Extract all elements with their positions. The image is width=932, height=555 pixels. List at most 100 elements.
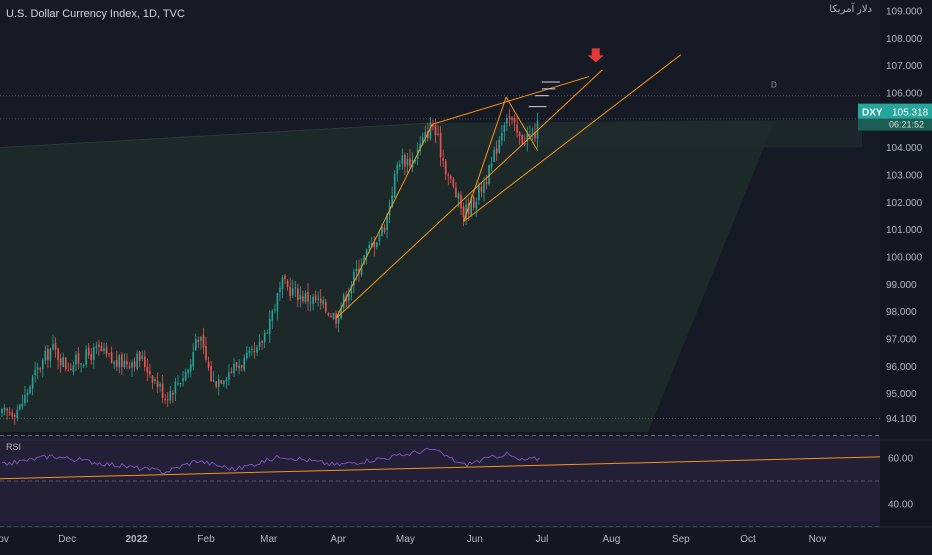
candle-body [350, 285, 353, 294]
candle-body [121, 354, 123, 367]
candle-body [177, 383, 179, 385]
down-arrow-icon [587, 48, 604, 63]
candle-body [34, 370, 36, 375]
candle-body [429, 122, 432, 139]
price-tick-label: 106.000 [886, 88, 923, 99]
candle-body [174, 381, 177, 394]
time-tick-label: 2022 [125, 534, 148, 545]
candle-body [506, 117, 508, 124]
candle-body [480, 187, 483, 192]
time-tick-label: Oct [740, 534, 756, 545]
candle-body [98, 344, 100, 347]
candle-body [235, 362, 238, 367]
candle-body [455, 187, 457, 198]
support-trendline [335, 69, 603, 319]
candle-body [57, 348, 59, 361]
candle-body [450, 176, 452, 179]
wave-line-1 [335, 124, 433, 319]
candle-body [289, 286, 291, 297]
candle-body [529, 134, 531, 136]
candle-body [427, 130, 429, 139]
candle-body [330, 315, 332, 318]
candle-body [401, 155, 404, 164]
candle-body [72, 365, 75, 373]
candle-body [314, 295, 317, 301]
candle-body [24, 394, 26, 404]
candle-body [31, 376, 34, 389]
candle-body [138, 351, 141, 361]
candle-body [399, 164, 401, 167]
candle-body [488, 165, 490, 184]
candle-body [238, 365, 240, 369]
candle-body [26, 392, 29, 395]
candle-body [312, 296, 314, 304]
rsi-line [2, 447, 540, 474]
candle-body [131, 362, 133, 368]
candle-body [266, 332, 268, 334]
candle-body [13, 415, 16, 417]
candle-body [383, 227, 386, 232]
candle-body [141, 355, 144, 359]
candle-body [393, 173, 396, 198]
candle-body [64, 357, 67, 369]
candle-body [325, 301, 327, 312]
rsi-tick-label: 60.00 [888, 454, 913, 465]
zone-edge-line [0, 122, 433, 149]
candle-body [365, 249, 368, 258]
candle-body [228, 372, 230, 380]
candle-body [192, 352, 195, 367]
candle-body [419, 143, 421, 152]
candle-body [95, 346, 98, 348]
candle-body [215, 381, 217, 387]
price-tick-label: 107.000 [886, 61, 923, 72]
candle-body [523, 143, 526, 145]
candle-body [409, 158, 411, 167]
candle-body [11, 412, 13, 417]
candle-body [1, 408, 3, 414]
candle-body [179, 382, 182, 385]
last-price-label: 105.318 [892, 108, 929, 119]
candle-body [253, 351, 256, 353]
candle-body [200, 337, 202, 341]
candle-body [126, 361, 128, 365]
candle-body [437, 133, 439, 135]
candle-body [21, 403, 24, 407]
candle-body [100, 345, 103, 352]
candle-body [54, 343, 57, 350]
candle-body [85, 349, 87, 365]
candle-body [36, 367, 39, 370]
candle-body [223, 380, 225, 385]
time-tick-label: Mar [260, 534, 278, 545]
candle-body [386, 214, 388, 230]
rsi-tick-label: 40.00 [888, 499, 913, 510]
candle-body [230, 371, 233, 373]
candle-body [534, 132, 536, 139]
price-tick-label: 109.000 [886, 6, 923, 17]
candle-body [212, 380, 215, 382]
candle-body [294, 287, 297, 289]
candle-body [475, 202, 478, 209]
candle-body [457, 193, 460, 199]
candle-body [164, 398, 166, 400]
candle-body [508, 116, 511, 119]
candle-body [432, 123, 434, 127]
candle-body [470, 198, 472, 216]
candle-body [246, 352, 248, 359]
candle-body [70, 368, 72, 371]
candle-body [302, 296, 304, 302]
candle-body [39, 368, 42, 370]
candle-body [240, 365, 243, 368]
candle-body [93, 347, 95, 360]
candle-body [531, 132, 534, 134]
candle-body [513, 118, 516, 123]
candle-body [404, 154, 406, 167]
candle-body [133, 361, 136, 367]
candle-body [210, 366, 212, 382]
candle-body [490, 163, 493, 167]
candle-body [261, 340, 263, 343]
candle-body [268, 319, 271, 335]
candle-body [87, 347, 90, 356]
countdown-badge [858, 118, 932, 131]
